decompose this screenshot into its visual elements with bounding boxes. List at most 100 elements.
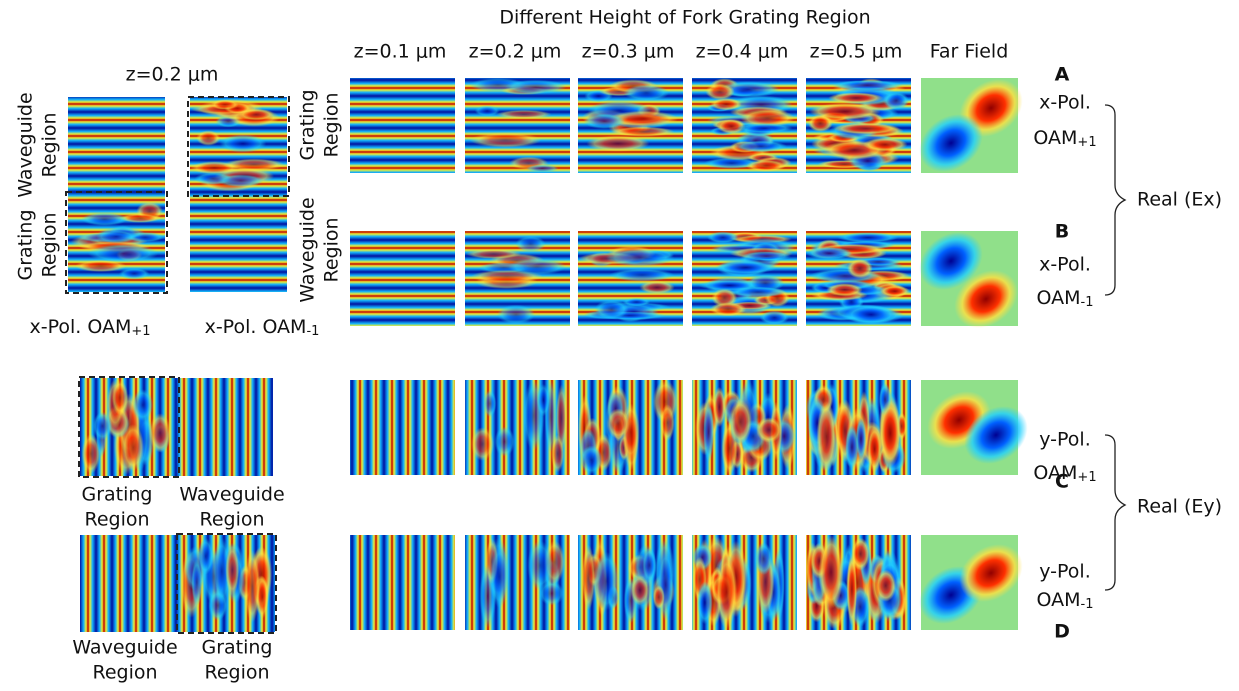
field-distortion (527, 540, 553, 591)
caption: x-Pol. OAM+1 (29, 316, 150, 339)
field-distortion (92, 411, 112, 441)
field-distortion (717, 118, 746, 134)
field-distortion (837, 232, 899, 243)
caption-line: Region (84, 509, 149, 531)
field-distortion (845, 305, 897, 325)
panel-oam-text: OAM (1037, 287, 1081, 309)
field-distortion (593, 551, 620, 611)
field-distortion (238, 108, 275, 121)
field-distortion (504, 79, 567, 95)
field-distortion (606, 248, 675, 267)
brace (1104, 434, 1127, 591)
far-field-lobe (919, 114, 983, 172)
panel-labels: Ax-Pol.OAM+1Bx-Pol.OAM-1Cy-Pol.OAM+1Dy-P… (1033, 64, 1096, 643)
field-distortion (213, 537, 231, 605)
field-distortion (816, 400, 837, 472)
field-distortion (118, 268, 150, 280)
panel-pol: x-Pol. (1039, 254, 1091, 276)
field-distortion (730, 286, 786, 298)
field-distortion (867, 426, 882, 473)
field-distortion (759, 310, 790, 325)
field-distortion (75, 260, 127, 273)
field-distortion (807, 114, 833, 132)
field-image (350, 380, 455, 475)
panel-oam-text: OAM (1037, 589, 1081, 611)
field-distortion (581, 544, 595, 611)
label-line: Waveguide (15, 92, 37, 197)
panel-letter: A (1055, 64, 1070, 86)
field-distortion (119, 213, 161, 223)
field-distortion (497, 304, 535, 325)
field-images (65, 78, 1028, 634)
panel-oam: OAM-1 (1037, 589, 1094, 612)
field-distortion (196, 130, 221, 146)
field-distortion (710, 302, 747, 317)
field-distortion (756, 417, 783, 443)
field-distortion (122, 424, 144, 471)
left-header: z=0.2 μm (126, 64, 219, 86)
panel-oam-sub: +1 (1077, 470, 1096, 485)
far-field-lobe (919, 232, 983, 290)
field-distortion (806, 246, 853, 260)
field-distortion (863, 137, 908, 152)
field-distortion (826, 283, 863, 297)
panel-oam-sub: -1 (1081, 295, 1094, 310)
panel-oam: OAM+1 (1033, 127, 1096, 150)
field-distortion (219, 134, 267, 153)
field-distortion (697, 581, 713, 625)
field-distortion (828, 92, 884, 104)
field-distortion (746, 159, 786, 172)
panel-letter: D (1054, 621, 1070, 643)
field-distortion (713, 386, 726, 428)
field-distortion (96, 230, 137, 244)
field-distortion (594, 299, 629, 320)
column-header: z=0.3 μm (582, 41, 675, 63)
component-label: Real (Ex) (1137, 189, 1222, 211)
caption-line: Region (204, 662, 269, 684)
field-distortion (832, 80, 903, 91)
field-distortion (740, 109, 795, 128)
field-distortion (494, 426, 515, 457)
field-distortion (639, 280, 675, 294)
region-box (65, 191, 168, 294)
field-distortion (754, 542, 773, 576)
field-distortion (111, 380, 129, 416)
field-distortion (469, 132, 542, 148)
row-label: Waveguide Region (15, 92, 61, 197)
field-distortion (833, 122, 900, 135)
field-distortion (652, 584, 665, 610)
column-headers: z=0.1 μm z=0.2 μm z=0.3 μm z=0.4 μm z=0.5 μm… (354, 41, 1009, 63)
field-distortion (583, 113, 626, 130)
field-distortion (809, 102, 881, 120)
region-box (78, 376, 180, 478)
field-distortion (845, 425, 859, 470)
field-distortion (132, 389, 153, 421)
caption-line: Grating (201, 637, 272, 659)
field-distortion (81, 212, 128, 226)
field-distortion (608, 110, 679, 127)
field-distortion (879, 285, 910, 297)
panel-oam-sub: +1 (1077, 135, 1096, 150)
field-distortion (879, 399, 902, 468)
field-distortion (536, 383, 550, 417)
field-distortion (81, 433, 101, 474)
panel-oam: OAM+1 (1033, 462, 1096, 485)
caption-sub: -1 (306, 324, 319, 339)
field-distortion (846, 553, 858, 627)
far-field-lobe (959, 544, 1023, 602)
field-distortion (508, 258, 567, 276)
panel-pol: y-Pol. (1039, 561, 1091, 583)
label-line: Region (321, 217, 343, 282)
field-distortion (734, 140, 787, 153)
field-distortion (883, 91, 909, 110)
field-distortion (87, 244, 159, 263)
caption-line: Region (92, 662, 157, 684)
field-distortion (875, 569, 897, 602)
field-distortion (707, 231, 739, 244)
field-distortion (630, 575, 650, 606)
field-distortion (223, 158, 285, 171)
field-distortion (623, 84, 670, 101)
field-distortion (660, 404, 675, 442)
field-distortion (622, 297, 651, 307)
